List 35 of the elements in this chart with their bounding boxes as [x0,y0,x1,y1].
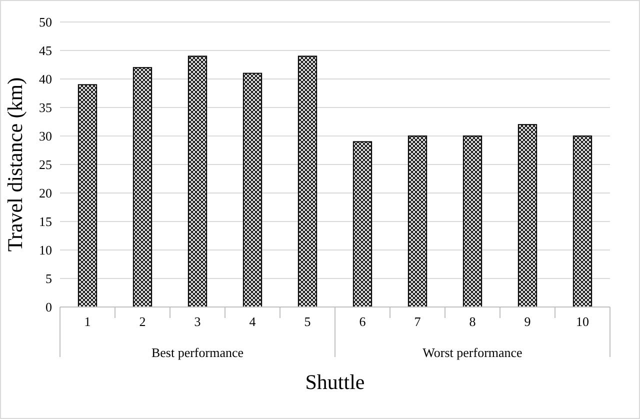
x-tick-label: 6 [359,314,366,329]
text: Worst performance [422,345,523,360]
x-tick-label: 3 [194,314,201,329]
y-tick-label: 20 [39,186,52,201]
bar [298,56,318,308]
y-tick-label: 45 [39,43,52,58]
x-tick-label: 8 [469,314,476,329]
y-tick-label: 50 [39,14,52,30]
x-tick-label: 2 [139,314,146,329]
text: Best performance [151,345,244,360]
x-tick-label: 7 [414,314,422,329]
bar [132,67,152,308]
bar [242,72,262,308]
y-tick-label: 35 [39,100,52,116]
bar [408,136,428,308]
y-tick-label: 25 [39,157,52,172]
y-tick-label: 40 [39,72,52,87]
x-tick-label: 9 [524,314,531,329]
x-tick-label: 5 [304,314,311,329]
bar [352,141,372,308]
bar [572,136,592,308]
x-axis-title: Shuttle [305,370,365,394]
bar [462,136,482,308]
bar [188,56,208,308]
y-tick-label: 10 [39,242,52,258]
x-tick-label: 10 [576,314,589,329]
bar [518,124,538,308]
x-tick-label: 4 [249,314,256,329]
y-axis-title: Travel distance (km) [3,77,27,252]
y-tick-label: 5 [46,271,52,286]
x-tick-label: 1 [84,314,91,329]
y-tick-label: 30 [39,128,52,144]
bar [78,84,98,308]
y-tick-label: 15 [39,214,52,230]
y-tick-label: 0 [46,300,52,315]
